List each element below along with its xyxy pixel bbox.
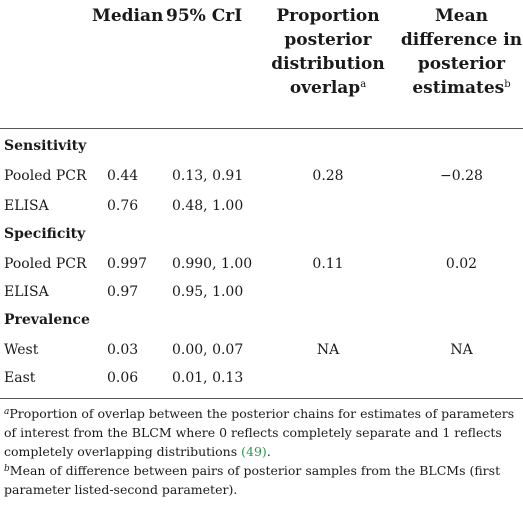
row-median: 0.997 <box>107 256 148 272</box>
row-label: East <box>4 370 36 386</box>
footnote-b: bMean of difference between pairs of pos… <box>4 461 519 499</box>
footnote-a-reference-link[interactable]: (49) <box>241 444 267 459</box>
footnote-a: aProportion of overlap between the poste… <box>4 406 515 459</box>
header-meandiff: Mean difference in posterior estimatesb <box>400 4 523 100</box>
row-meandiff: 0.02 <box>445 256 478 272</box>
row-label: ELISA <box>4 198 49 214</box>
row-median: 0.97 <box>107 284 139 300</box>
row-cri: 0.95, 1.00 <box>172 284 244 300</box>
row-median: 0.03 <box>107 342 139 358</box>
row-label: Pooled PCR <box>4 168 87 184</box>
row-overlap: 0.11 <box>312 256 344 272</box>
header-overlap: Proportion posterior distribution overla… <box>258 4 398 100</box>
row-median: 0.06 <box>107 370 139 386</box>
header-overlap-line1: Proportion <box>276 6 380 26</box>
footnote-marker-a: a <box>360 79 367 90</box>
header-cri: 95% CrI <box>166 6 243 26</box>
row-cri: 0.00, 0.07 <box>172 342 244 358</box>
footnote-b-mark: b <box>4 464 10 474</box>
header-overlap-line3: distribution <box>271 54 385 74</box>
row-label: West <box>4 342 39 358</box>
row-meandiff: NA <box>450 342 473 358</box>
row-label: ELISA <box>4 284 49 300</box>
row-cri: 0.990, 1.00 <box>172 256 253 272</box>
table-bottom-rule <box>0 398 523 399</box>
footnote-b-text: Mean of difference between pairs of post… <box>4 463 501 497</box>
row-median: 0.76 <box>107 198 139 214</box>
header-meandiff-line4: estimatesb <box>412 78 511 98</box>
footnote-a-text: Proportion of overlap between the poster… <box>4 406 515 459</box>
header-meandiff-line1: Mean <box>434 6 488 26</box>
header-median: Median <box>92 6 164 26</box>
header-overlap-line2: posterior <box>284 30 372 50</box>
row-cri: 0.48, 1.00 <box>172 198 244 214</box>
footnote-a-mark: a <box>4 407 10 417</box>
section-title-sensitivity: Sensitivity <box>4 138 87 154</box>
row-label: Pooled PCR <box>4 256 87 272</box>
header-meandiff-line3: posterior <box>417 54 506 74</box>
header-rule <box>0 128 523 129</box>
row-meandiff: −0.28 <box>440 168 483 184</box>
row-median: 0.44 <box>107 168 139 184</box>
section-title-specificity: Specificity <box>4 226 86 242</box>
footnote-marker-b: b <box>504 79 511 90</box>
row-overlap: NA <box>316 342 340 358</box>
section-title-prevalence: Prevalence <box>4 312 90 328</box>
row-cri: 0.01, 0.13 <box>172 370 244 386</box>
row-cri: 0.13, 0.91 <box>172 168 244 184</box>
header-meandiff-line2: difference in <box>400 30 523 50</box>
row-overlap: 0.28 <box>312 168 344 184</box>
header-overlap-line4: overlapa <box>289 78 367 98</box>
